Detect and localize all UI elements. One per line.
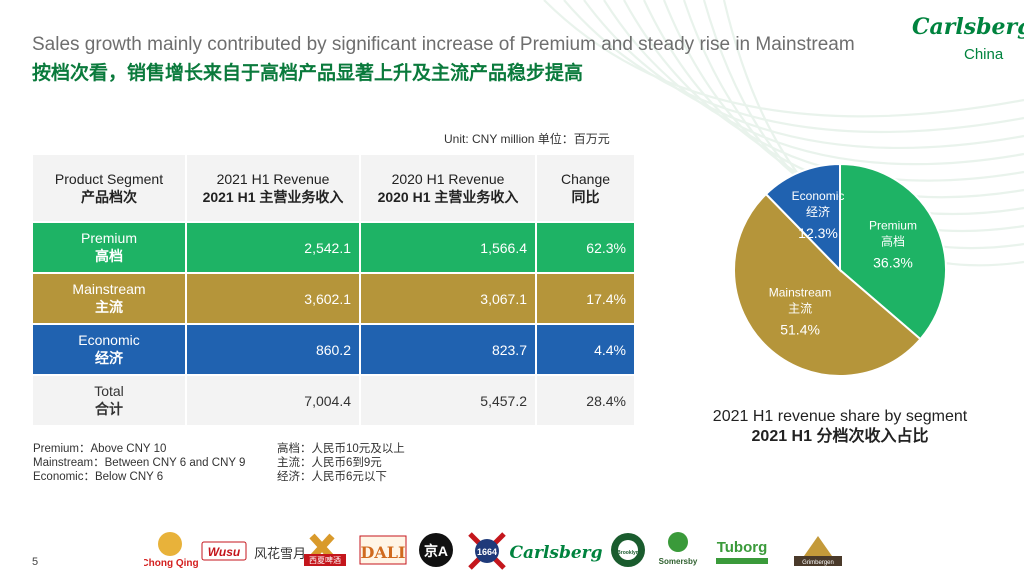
pie-label-economic-name: Economic	[792, 189, 845, 203]
premium-2021: 2,542.1	[187, 221, 361, 272]
note-premium-zh: 高档：人民币10元及以上	[277, 443, 405, 455]
page-number: 5	[32, 556, 39, 568]
brand-logos-svg: Chong Qing Wusu 风花雪月 西夏啤酒 DALI 京A 1664	[141, 532, 842, 570]
fenghuaxueyue-logo: 风花雪月	[254, 546, 306, 562]
brand-dali-text: DALI	[360, 543, 405, 562]
brand-xixia-text: 西夏啤酒	[309, 555, 341, 565]
pie-label-economic-name-zh: 经济	[806, 204, 830, 219]
header-change-en: Change	[560, 171, 611, 187]
note-mainstream-zh: 主流：人民币6到9元	[277, 457, 382, 469]
note-economic-zh: 经济：人民币6元以下	[277, 471, 387, 483]
chart-title: 2021 H1 revenue share by segment 2021 H1…	[700, 407, 980, 447]
brand-wusu-text: Wusu	[208, 545, 241, 559]
total-label-cell: Total 合计	[33, 374, 187, 425]
mainstream-change: 17.4%	[537, 272, 634, 323]
total-label-zh: 合计	[95, 400, 123, 417]
xixia-logo: 西夏啤酒	[304, 533, 346, 566]
somersby-logo: Somersby	[659, 532, 698, 566]
header-change: Change 同比	[537, 155, 634, 221]
pie-label-economic-value: 12.3%	[798, 225, 838, 241]
header-segment-en: Product Segment	[54, 171, 164, 187]
premium-2020: 1,566.4	[361, 221, 537, 272]
header-2020-en: 2020 H1 Revenue	[391, 171, 505, 187]
total-2020: 5,457.2	[361, 374, 537, 425]
mainstream-2021: 3,602.1	[187, 272, 361, 323]
brooklyn-logo: Brooklyn	[611, 533, 645, 567]
grimbergen-logo: Grimbergen	[794, 536, 842, 566]
title-english: Sales growth mainly contributed by signi…	[32, 34, 855, 55]
header-2021-zh: 2021 H1 主营业务收入	[202, 189, 344, 205]
table-row-economic: Economic 经济 860.2 823.7 4.4%	[33, 323, 634, 374]
chart-title-zh: 2021 H1 分档次收入占比	[751, 428, 929, 445]
title-chinese: 按档次看，销售增长来自于高档产品显著上升及主流产品稳步提高	[32, 63, 584, 84]
premium-label-en: Premium	[80, 229, 137, 246]
note-economic-en: Economic：Below CNY 6	[33, 471, 164, 483]
pie-slice-premium	[839, 162, 947, 341]
brand-brooklyn-text: Brooklyn	[617, 550, 639, 556]
brand-carlsberg-text: Carlsberg	[509, 543, 602, 563]
chart-title-en: 2021 H1 revenue share by segment	[712, 408, 968, 425]
economic-2020: 823.7	[361, 323, 537, 374]
notes-english: Premium：Above CNY 10 Mainstream：Between …	[33, 442, 245, 484]
header-segment-zh: 产品档次	[81, 189, 137, 205]
brand-chongqing-text: Chong Qing	[144, 558, 199, 569]
header-2020-zh: 2020 H1 主营业务收入	[377, 189, 519, 205]
pie-label-mainstream-name: Mainstream	[769, 285, 832, 299]
brand-fhxy-text: 风花雪月	[254, 546, 306, 562]
dali-logo: DALI	[359, 535, 407, 565]
header-2021: 2021 H1 Revenue 2021 H1 主营业务收入	[187, 155, 361, 221]
economic-change: 4.4%	[537, 323, 634, 374]
pie-label-premium-name: Premium	[869, 219, 917, 233]
economic-label-cell: Economic 经济	[33, 323, 187, 374]
mainstream-label-zh: 主流	[95, 298, 123, 315]
table-row-total: Total 合计 7,004.4 5,457.2 28.4%	[33, 374, 634, 425]
premium-label-zh: 高档	[95, 247, 123, 264]
kronenbourg-1664-logo: 1664	[468, 532, 506, 570]
tuborg-logo: Tuborg	[716, 539, 768, 564]
jinga-logo: 京A	[419, 533, 453, 567]
header-change-zh: 同比	[571, 189, 600, 205]
brand-somersby-text: Somersby	[659, 557, 698, 566]
brand-1664-text: 1664	[477, 547, 497, 557]
mainstream-label-cell: Mainstream 主流	[33, 272, 187, 323]
revenue-table: Product Segment 产品档次 2021 H1 Revenue 202…	[33, 155, 634, 425]
header-2020: 2020 H1 Revenue 2020 H1 主营业务收入	[361, 155, 537, 221]
brand-logo-strip: Chong Qing Wusu 风花雪月 西夏啤酒 DALI 京A 1664	[141, 528, 864, 578]
pie-label-premium-name-zh: 高档	[881, 234, 905, 249]
brand-grimbergen-text: Grimbergen	[802, 560, 834, 566]
note-mainstream-en: Mainstream：Between CNY 6 and CNY 9	[33, 457, 246, 469]
pie-label-mainstream-name-zh: 主流	[788, 301, 812, 315]
brand-tuborg-text: Tuborg	[717, 539, 768, 556]
logo-subtitle: China	[964, 46, 1004, 63]
total-label-en: Total	[94, 382, 124, 399]
header-2021-en: 2021 H1 Revenue	[216, 171, 330, 187]
logo-wordmark: Carlsberg	[912, 14, 1024, 40]
pie-slice-economic	[764, 162, 841, 273]
carlsberg-brand-logo: Carlsberg	[509, 543, 602, 563]
pie-slice-mainstream	[733, 192, 922, 377]
note-premium-en: Premium：Above CNY 10	[33, 443, 167, 455]
table-header-row: Product Segment 产品档次 2021 H1 Revenue 202…	[33, 155, 634, 221]
pie-label-mainstream-value: 51.4%	[780, 321, 820, 337]
table-row-mainstream: Mainstream 主流 3,602.1 3,067.1 17.4%	[33, 272, 634, 323]
header-segment: Product Segment 产品档次	[33, 155, 187, 221]
chongqing-logo: Chong Qing	[141, 532, 199, 569]
economic-label-zh: 经济	[95, 349, 123, 366]
total-2021: 7,004.4	[187, 374, 361, 425]
economic-2021: 860.2	[187, 323, 361, 374]
brand-jinga-text: 京A	[424, 543, 448, 559]
wusu-logo: Wusu	[201, 541, 247, 561]
total-change: 28.4%	[537, 374, 634, 425]
premium-change: 62.3%	[537, 221, 634, 272]
mainstream-2020: 3,067.1	[361, 272, 537, 323]
table-row-premium: Premium 高档 2,542.1 1,566.4 62.3%	[33, 221, 634, 272]
pie-label-premium-value: 36.3%	[873, 255, 913, 271]
mainstream-label-en: Mainstream	[72, 280, 146, 297]
economic-label-en: Economic	[78, 331, 140, 348]
carlsberg-logo: Carlsberg China	[912, 14, 1024, 66]
unit-label: Unit: CNY million 单位：百万元	[444, 132, 610, 146]
notes-chinese: 高档：人民币10元及以上 主流：人民币6到9元 经济：人民币6元以下	[277, 442, 405, 484]
premium-label-cell: Premium 高档	[33, 221, 187, 272]
